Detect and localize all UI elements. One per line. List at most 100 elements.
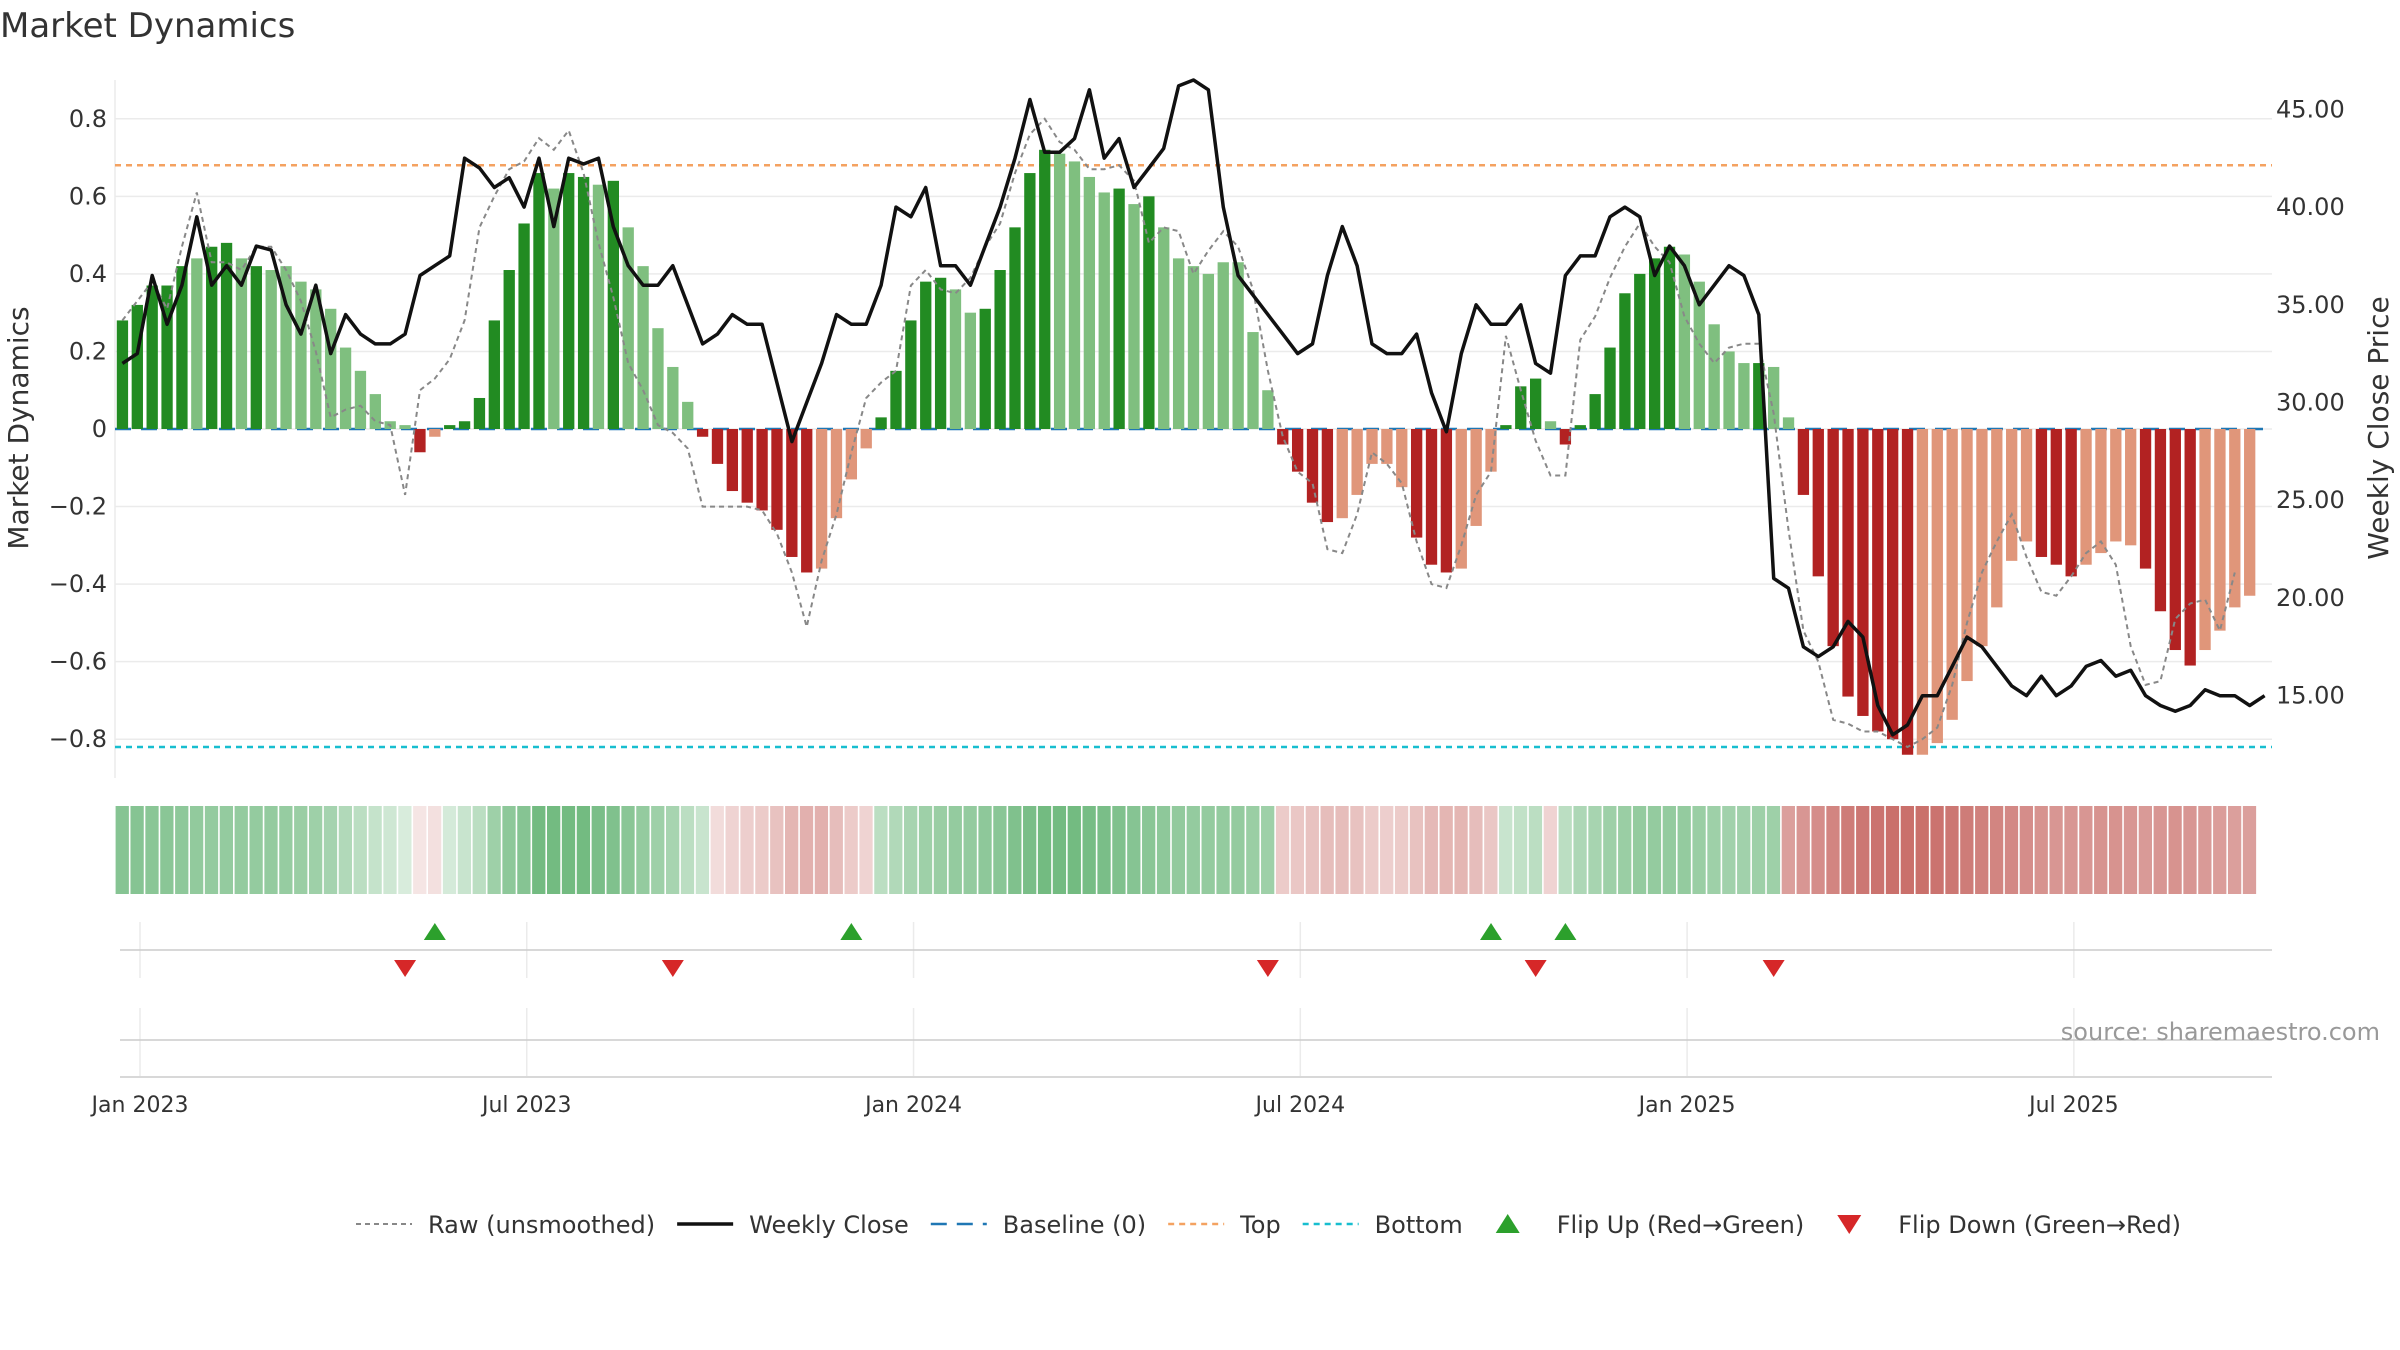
regime-strip (115, 806, 2257, 894)
x-tick-label: Jan 2023 (90, 1093, 189, 1118)
regime-cell (1156, 806, 1171, 894)
regime-cell (576, 806, 591, 894)
dynamics-bar (1812, 429, 1824, 577)
dynamics-bar (1901, 429, 1914, 755)
y-tick-label: 0 (92, 415, 107, 443)
regime-cell (2019, 806, 2033, 894)
dynamics-bar (1961, 429, 1973, 682)
legend-item-baseline: Baseline (0) (930, 1211, 1146, 1239)
regime-cell (1647, 806, 1662, 894)
dynamics-bar (1336, 429, 1348, 519)
regime-cell (532, 806, 546, 894)
flip-up-marker (1554, 923, 1577, 940)
dynamics-bar (1247, 332, 1259, 429)
y2-tick-label: 45.00 (2276, 95, 2345, 123)
y-tick-label: −0.6 (49, 648, 107, 676)
dynamics-bar (458, 421, 471, 429)
dynamics-bar (1529, 378, 1542, 429)
y-axis-label: Market Dynamics (2, 306, 35, 549)
legend-label: Top (1239, 1211, 1281, 1239)
regime-cell (1722, 806, 1736, 894)
regime-cell (918, 806, 933, 894)
dynamics-bar (592, 184, 605, 429)
dynamics-bar (2095, 429, 2107, 554)
regime-cell (1305, 806, 1319, 894)
y-tick-label: −0.8 (49, 725, 107, 753)
dynamics-bar (533, 173, 545, 429)
regime-cell (1186, 806, 1200, 894)
dynamics-bar (964, 312, 977, 429)
regime-cell (1677, 806, 1691, 894)
dynamics-bar (1306, 429, 1319, 503)
y2-tick-label: 30.00 (2276, 389, 2345, 417)
dynamics-bar (265, 270, 277, 429)
dynamics-bar (131, 304, 143, 429)
dynamics-bar (652, 328, 664, 429)
dynamics-bar (1678, 254, 1691, 429)
raw-series-line (121, 117, 2236, 749)
dynamics-bar (1916, 429, 1929, 755)
regime-cell (2227, 806, 2242, 894)
regime-cell (636, 806, 650, 894)
regime-cell (710, 806, 724, 894)
dynamics-bar (1172, 258, 1185, 429)
regime-cell (2079, 806, 2093, 894)
dynamics-bar (2065, 429, 2077, 577)
regime-cell (383, 806, 397, 894)
regime-cell (1766, 806, 1781, 894)
dynamics-bar (339, 347, 352, 429)
dynamics-bar (1619, 293, 1631, 429)
dynamics-bar (1872, 429, 1884, 732)
regime-cell (561, 806, 576, 894)
dynamics-bar (1083, 176, 1096, 429)
dynamics-bar (1455, 429, 1467, 569)
x-tick-label: Jul 2023 (480, 1093, 572, 1118)
regime-cell (755, 806, 769, 894)
dynamics-bar (2125, 429, 2137, 546)
dynamics-bar (1500, 425, 1512, 429)
regime-cell (1603, 806, 1617, 894)
legend-item-flipdown: Flip Down (Green→Red) (1837, 1211, 2181, 1239)
dynamics-bar (473, 397, 486, 429)
regime-cell (814, 806, 829, 894)
x-tick-label: Jan 2025 (1637, 1093, 1736, 1118)
dynamics-bar (548, 188, 560, 429)
y-tick-label: −0.4 (49, 570, 107, 598)
regime-cell (606, 806, 620, 894)
legend-item-flipup: Flip Up (Red→Green) (1495, 1211, 1804, 1239)
y2-tick-label: 20.00 (2276, 584, 2345, 612)
y2-tick-label: 25.00 (2276, 486, 2345, 514)
dynamics-bar (2020, 429, 2033, 542)
regime-cell (1365, 806, 1379, 894)
regime-cell (1588, 806, 1602, 894)
dynamics-bar (1708, 324, 1720, 429)
legend-item-bottom: Bottom (1302, 1211, 1463, 1239)
regime-cell (472, 806, 486, 894)
dynamics-bar (563, 173, 575, 429)
regime-cell (799, 806, 814, 894)
dynamics-bar (905, 320, 917, 429)
dynamics-bar (1098, 192, 1110, 429)
dynamics-bar (191, 258, 203, 429)
regime-cell (2198, 806, 2212, 894)
dynamics-bar (637, 266, 649, 429)
regime-cell (1380, 806, 1394, 894)
regime-cell (1811, 806, 1825, 894)
regime-cell (2108, 806, 2123, 894)
dynamics-bar (1396, 429, 1408, 488)
regime-cell (517, 806, 531, 894)
dynamics-bar (1544, 421, 1557, 429)
legend-item-raw: Raw (unsmoothed) (356, 1211, 655, 1239)
y-tick-label: −0.2 (49, 493, 107, 521)
regime-cell (1275, 806, 1290, 894)
regime-cell (1246, 806, 1260, 894)
y2-tick-label: 35.00 (2276, 291, 2345, 319)
dynamics-bar (2199, 429, 2211, 651)
dynamics-bar (1946, 429, 1958, 720)
regime-cell (1945, 806, 1959, 894)
dynamics-bar (1723, 351, 1735, 429)
legend-label: Bottom (1375, 1211, 1463, 1239)
dynamics-bar (176, 266, 188, 429)
regime-cell (1231, 806, 1245, 894)
dynamics-bar (2110, 429, 2122, 542)
